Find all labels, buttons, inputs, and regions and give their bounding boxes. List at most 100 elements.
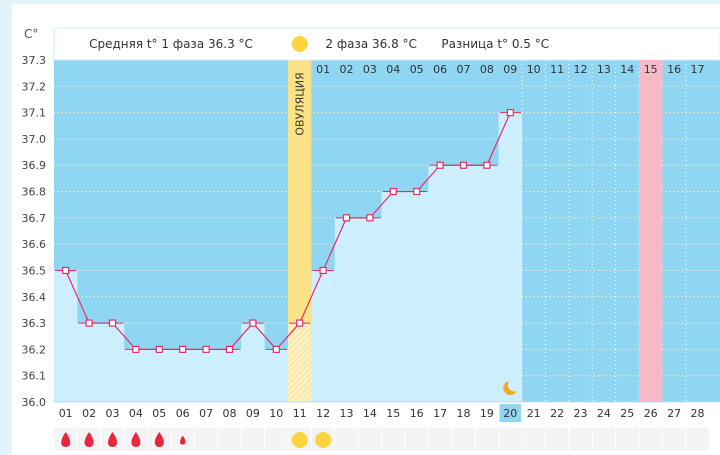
temperature-bar [264, 349, 288, 402]
phase2-day-label: 06 [433, 63, 447, 76]
x-day-label: 25 [620, 407, 634, 420]
temperature-point[interactable] [389, 187, 397, 196]
marker-cell[interactable] [429, 427, 452, 451]
marker-cell[interactable] [475, 427, 498, 451]
phase1-average: Средняя t° 1 фаза 36.3 °C [89, 37, 253, 51]
phase2-day-highlight [639, 60, 663, 78]
temperature-point[interactable] [249, 319, 257, 327]
marker-cell[interactable] [195, 427, 218, 451]
marker-cell[interactable] [592, 427, 615, 451]
x-day-label: 19 [480, 407, 494, 420]
x-day-label: 04 [129, 407, 143, 420]
phase2-average: 2 фаза 36.8 °C [325, 37, 417, 51]
marker-cell[interactable] [546, 427, 569, 451]
temperature-bar [124, 349, 148, 402]
marker-cell[interactable] [569, 427, 592, 451]
temperature-bar [428, 165, 452, 402]
temperature-bar [241, 323, 265, 402]
temperature-bar [475, 165, 499, 402]
marker-cell[interactable] [218, 427, 241, 451]
y-tick-label: 36.2 [22, 343, 47, 356]
y-tick-label: 36.8 [22, 186, 47, 199]
expected-period-band [639, 60, 663, 402]
temperature-bar [381, 191, 405, 402]
temperature-difference: Разница t° 0.5 °C [441, 37, 549, 51]
temperature-bar [358, 217, 382, 402]
temperature-bar [405, 191, 429, 402]
x-day-label: 11 [293, 407, 307, 420]
x-day-label: 17 [433, 407, 447, 420]
y-tick-label: 36.4 [22, 291, 47, 304]
phase2-day-label: 14 [620, 63, 634, 76]
x-day-label: 28 [691, 407, 705, 420]
x-day-label: 01 [59, 407, 73, 420]
x-day-label: 26 [644, 407, 658, 420]
temperature-point[interactable] [342, 214, 351, 222]
x-day-label: 24 [597, 407, 611, 420]
phase-header [53, 27, 720, 61]
temperature-point[interactable] [132, 345, 140, 353]
temperature-bar [77, 323, 101, 402]
blood-drop-icon [131, 432, 141, 447]
temperature-point[interactable] [85, 319, 93, 327]
temperature-bar [217, 349, 242, 402]
temperature-point[interactable] [483, 161, 491, 169]
blood-drop-icon [180, 435, 186, 445]
temperature-point[interactable] [366, 214, 374, 222]
x-day-label: 05 [152, 407, 166, 420]
phase2-day-label: 10 [527, 63, 541, 76]
marker-cell[interactable] [382, 427, 405, 451]
phase2-day-label: 03 [363, 63, 377, 76]
temperature-point[interactable] [296, 319, 304, 327]
marker-cell[interactable] [522, 427, 545, 451]
moon-icon-cut [507, 378, 521, 392]
x-day-label: 20 [503, 407, 517, 420]
temperature-point[interactable] [413, 187, 421, 196]
temperature-point[interactable] [506, 109, 514, 117]
y-tick-label: 36.7 [22, 212, 47, 225]
bbt-chart: Средняя t° 1 фаза 36.3 °C 2 фаза 36.8 °C Р… [22, 27, 720, 451]
phase2-day-label: 01 [316, 63, 330, 76]
marker-cell[interactable] [241, 427, 264, 451]
marker-cell[interactable] [265, 427, 288, 451]
temperature-bar [171, 349, 195, 402]
blood-drop-icon [108, 432, 117, 447]
temperature-point[interactable] [436, 161, 444, 169]
temperature-point[interactable] [179, 345, 187, 353]
marker-cell[interactable] [639, 427, 662, 451]
temperature-point[interactable] [202, 345, 210, 353]
x-day-label: 16 [410, 407, 424, 420]
phase2-day-label: 09 [503, 63, 517, 76]
marker-cell[interactable] [358, 427, 381, 451]
temperature-point[interactable] [319, 266, 327, 275]
temperature-point[interactable] [272, 345, 280, 353]
y-tick-label: 36.6 [22, 238, 47, 251]
temperature-point[interactable] [459, 161, 468, 169]
ovulation-hatch [288, 323, 312, 402]
temperature-point[interactable] [62, 266, 70, 275]
phase2-day-label: 08 [480, 63, 494, 76]
x-day-label: 21 [527, 407, 541, 420]
temperature-point[interactable] [225, 345, 234, 353]
x-day-label: 22 [550, 407, 564, 420]
y-tick-label: 36.3 [22, 317, 47, 330]
temperature-bar [54, 270, 78, 402]
marker-cell[interactable] [663, 427, 686, 451]
marker-cell[interactable] [452, 427, 475, 451]
x-day-label: 15 [386, 407, 400, 420]
marker-cell[interactable] [335, 427, 358, 451]
x-day-label: 13 [340, 407, 354, 420]
phase2-day-label: 04 [386, 63, 400, 76]
temperature-bar [334, 217, 359, 402]
temperature-point[interactable] [108, 319, 117, 327]
marker-cell[interactable] [405, 427, 428, 451]
temperature-bar [194, 349, 218, 402]
phase2-day-label: 16 [667, 63, 681, 76]
x-day-label: 27 [667, 407, 681, 420]
marker-cell[interactable] [686, 427, 709, 451]
temperature-point[interactable] [155, 345, 163, 353]
marker-cell[interactable] [616, 427, 639, 451]
phase2-day-label: 13 [597, 63, 611, 76]
marker-cell[interactable] [499, 427, 522, 451]
x-day-label: 08 [223, 407, 237, 420]
